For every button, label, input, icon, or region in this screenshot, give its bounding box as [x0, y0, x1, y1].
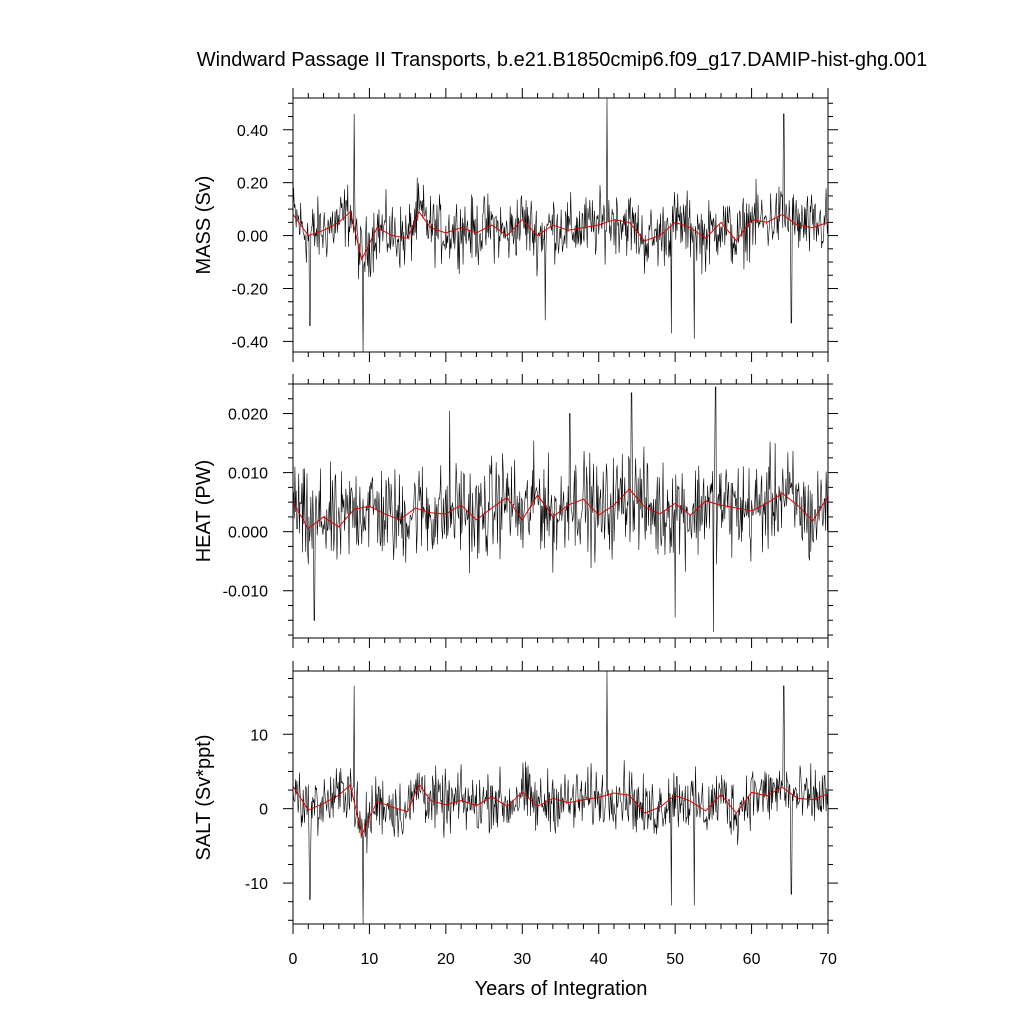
panel-mass: -0.40 -0.20 0.00 0.20 0.40 MASS (Sv)	[193, 88, 838, 362]
x-tick-label: 60	[743, 951, 761, 968]
series-raw-heat	[293, 386, 828, 633]
y-tick-label: 0.20	[237, 176, 268, 193]
figure-title: Windward Passage II Transports, b.e21.B1…	[197, 49, 927, 71]
series-smooth-mass	[293, 210, 828, 261]
plot-frame-heat	[292, 383, 829, 639]
y-tick-label: -10	[245, 876, 268, 893]
y-tick-label: 10	[250, 727, 268, 744]
x-tick-label: 30	[513, 951, 531, 968]
x-tick-label: 70	[819, 951, 837, 968]
y-axis-label: SALT (Sv*ppt)	[193, 735, 215, 861]
y-tick-label: -0.20	[232, 282, 269, 299]
y-axis-label: HEAT (PW)	[193, 460, 215, 563]
panel-salt: -10 0 10 SALT (Sv*ppt) 0 10 20 30 40 50 60 70	[193, 661, 838, 968]
x-tick-label: 20	[437, 951, 455, 968]
y-tick-label: 0.010	[228, 466, 268, 483]
x-tick-label: 50	[666, 951, 684, 968]
plot-frame-salt	[292, 670, 829, 925]
x-tick-label: 40	[590, 951, 608, 968]
plot-frame-mass	[292, 97, 829, 353]
x-axis-label: Years of Integration	[475, 978, 648, 1000]
x-tick-label: 10	[361, 951, 379, 968]
series-smooth-salt	[293, 783, 828, 837]
panels: -0.40 -0.20 0.00 0.20 0.40 MASS (Sv) -0.010 0.0…	[193, 88, 838, 968]
y-tick-label: 0.000	[228, 525, 268, 542]
y-tick-label: 0	[259, 802, 268, 819]
series-raw-salt	[293, 671, 828, 924]
series-raw-mass	[293, 98, 828, 352]
y-axis-label: MASS (Sv)	[193, 176, 215, 275]
y-tick-label: 0.020	[228, 407, 268, 424]
panel-heat: -0.010 0.000 0.010 0.020 HEAT (PW)	[193, 374, 838, 648]
x-tick-label: 0	[289, 951, 298, 968]
y-tick-label: 0.40	[237, 123, 268, 140]
y-tick-label: -0.010	[223, 584, 268, 601]
y-tick-label: -0.40	[232, 334, 269, 351]
series-smooth-heat	[293, 488, 828, 530]
y-tick-label: 0.00	[237, 229, 268, 246]
